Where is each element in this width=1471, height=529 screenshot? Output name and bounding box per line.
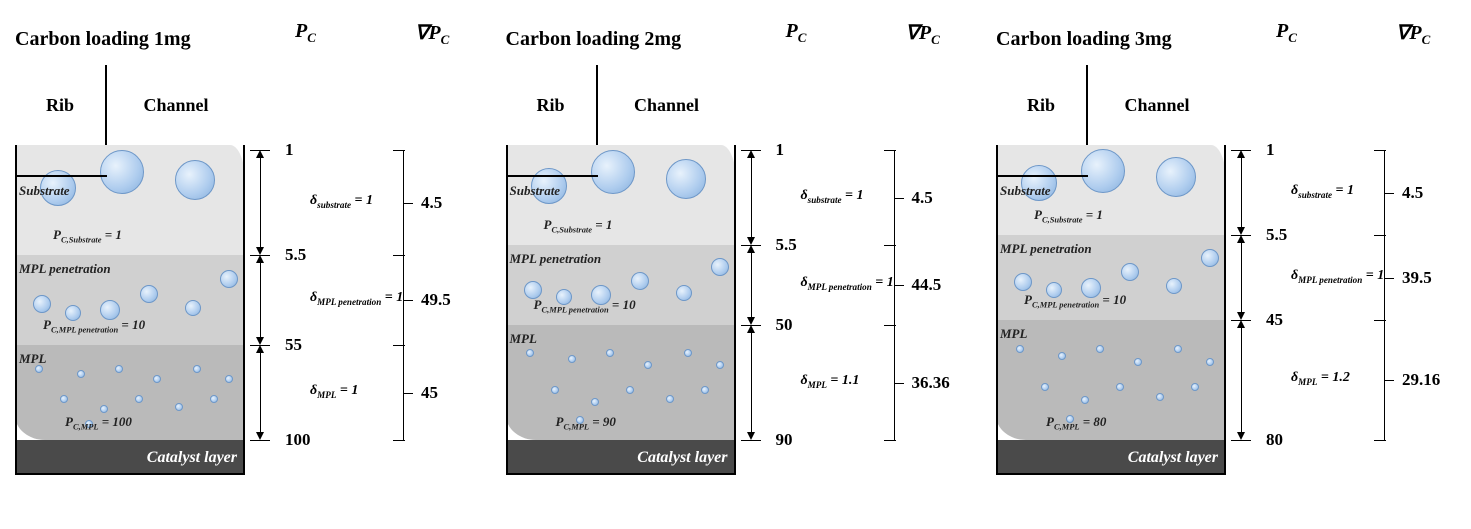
rib-channel: RibChannel: [996, 65, 1226, 145]
delta-label: δsubstrate = 1: [1291, 183, 1354, 200]
delta-label: δMPL = 1.1: [801, 373, 860, 390]
pc-header: PC: [786, 20, 807, 46]
pc-penetration: PC,MPL penetration = 10: [43, 317, 145, 335]
grad-pc-value: 4.5: [1402, 183, 1423, 203]
mpl-label: MPL: [510, 331, 537, 347]
grad-pc-value: 45: [421, 383, 438, 403]
delta-label: δsubstrate = 1: [801, 188, 864, 205]
pc-header: PC: [295, 20, 316, 46]
pc-value: 1: [1266, 140, 1275, 160]
pc-value: 1: [285, 140, 294, 160]
pc-mpl: PC,MPL = 100: [65, 414, 132, 432]
rib-label: Rib: [996, 65, 1088, 145]
panel-3: Carbon loading 3mgPC∇PCCatalyst layerRib…: [986, 10, 1466, 510]
panel-title: Carbon loading 3mg: [996, 28, 1172, 51]
mpl-penetration-label: MPL penetration: [1000, 241, 1092, 257]
pc-header: PC: [1276, 20, 1297, 46]
grad-pc-value: 36.36: [912, 373, 950, 393]
grad-pc-value: 29.16: [1402, 370, 1440, 390]
delta-label: δMPL = 1: [310, 383, 358, 400]
grad-pc-header: ∇PC: [906, 20, 940, 48]
pc-value: 5.5: [1266, 225, 1287, 245]
delta-label: δMPL penetration = 1: [310, 290, 403, 307]
delta-label: δMPL = 1.2: [1291, 370, 1350, 387]
substrate-label: Substrate: [1000, 183, 1051, 199]
pc-value: 45: [1266, 310, 1283, 330]
pc-substrate: PC,Substrate = 1: [544, 217, 613, 235]
pc-value: 1: [776, 140, 785, 160]
grad-pc-header: ∇PC: [1396, 20, 1430, 48]
channel-label: Channel: [598, 65, 736, 145]
delta-label: δMPL penetration = 1: [801, 275, 894, 292]
pc-penetration: PC,MPL penetration = 10: [1024, 292, 1126, 310]
grad-pc-value: 4.5: [421, 193, 442, 213]
rib-label: Rib: [506, 65, 598, 145]
pc-value: 5.5: [285, 245, 306, 265]
panel-title: Carbon loading 2mg: [506, 28, 682, 51]
mpl-label: MPL: [1000, 326, 1027, 342]
mpl-penetration-label: MPL penetration: [19, 261, 111, 277]
panel-title: Carbon loading 1mg: [15, 28, 191, 51]
pc-value: 5.5: [776, 235, 797, 255]
channel-label: Channel: [1088, 65, 1226, 145]
grad-pc-value: 4.5: [912, 188, 933, 208]
delta-label: δsubstrate = 1: [310, 193, 373, 210]
pc-value: 100: [285, 430, 311, 450]
pc-mpl: PC,MPL = 90: [556, 414, 616, 432]
rib-channel: RibChannel: [506, 65, 736, 145]
rib-label: Rib: [15, 65, 107, 145]
pc-value: 50: [776, 315, 793, 335]
substrate-label: Substrate: [510, 183, 561, 199]
pc-substrate: PC,Substrate = 1: [53, 227, 122, 245]
pc-value: 55: [285, 335, 302, 355]
mpl-penetration-label: MPL penetration: [510, 251, 602, 267]
mpl-label: MPL: [19, 351, 46, 367]
pc-penetration: PC,MPL penetration = 10: [534, 297, 636, 315]
panel-2: Carbon loading 2mgPC∇PCCatalyst layerRib…: [496, 10, 976, 510]
panel-1: Carbon loading 1mgPC∇PCCatalyst layerRib…: [5, 10, 485, 510]
pc-substrate: PC,Substrate = 1: [1034, 207, 1103, 225]
substrate-label: Substrate: [19, 183, 70, 199]
grad-pc-value: 49.5: [421, 290, 451, 310]
pc-value: 90: [776, 430, 793, 450]
pc-value: 80: [1266, 430, 1283, 450]
delta-label: δMPL penetration = 1: [1291, 268, 1384, 285]
grad-pc-value: 39.5: [1402, 268, 1432, 288]
pc-mpl: PC,MPL = 80: [1046, 414, 1106, 432]
rib-channel: RibChannel: [15, 65, 245, 145]
grad-pc-value: 44.5: [912, 275, 942, 295]
grad-pc-header: ∇PC: [415, 20, 449, 48]
channel-label: Channel: [107, 65, 245, 145]
